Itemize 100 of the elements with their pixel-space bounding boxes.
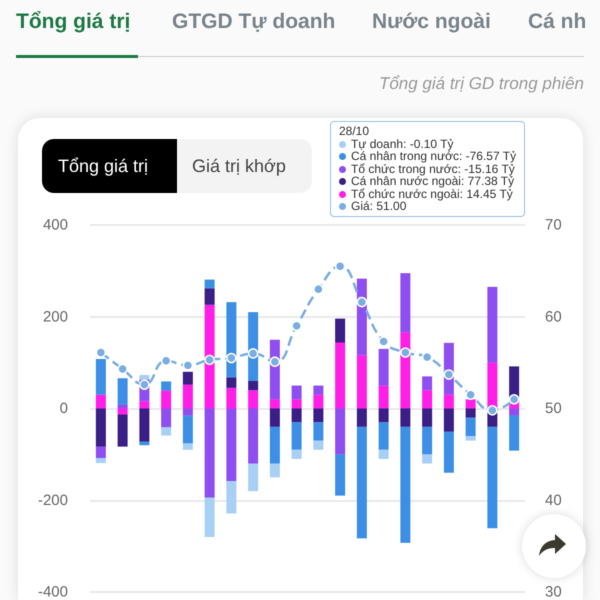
bar [356,355,367,408]
bar [139,401,150,408]
bar [444,431,454,473]
point [160,356,172,366]
y-tick-label: 0 [60,400,68,417]
bar [313,394,324,408]
bar [182,384,193,408]
bar [378,422,389,450]
bar [378,386,389,408]
bar [226,480,236,514]
point [182,360,194,371]
bar [292,399,302,408]
bar [139,408,150,442]
bar [400,426,410,543]
bar [96,408,106,447]
bar [378,408,389,422]
bar [182,372,193,385]
bar [509,415,520,451]
bar [487,362,498,408]
bar [466,436,476,441]
bar [378,450,389,459]
text: Tổ chức nước ngoài: 14.45 Tỷ [350,186,513,200]
bar [139,375,150,380]
text: Cá nhân nước ngoài: 77.38 Tỷ [350,174,514,188]
bar [118,378,128,404]
bar [335,454,346,496]
bar [487,286,498,363]
point [334,261,346,272]
y2-tick-label: 40 [545,492,562,509]
bar [204,408,215,498]
y2-tick-label: 30 [545,584,562,600]
bar [422,390,432,408]
bar [182,408,193,416]
point [248,348,258,359]
bar [335,342,346,408]
text: Tổng giá trị [16,10,130,34]
bar [204,498,215,537]
text: Tổ chức trong nước: -15.16 Tỷ [350,162,515,176]
bar [96,394,106,408]
point [139,379,150,390]
text: Tổng giá trị [58,156,148,177]
bar [335,408,346,454]
bar [161,408,172,428]
bar [292,386,302,400]
y2-tick-label: 70 [545,216,562,234]
point [270,356,280,367]
text: Giá trị khớp [192,156,286,177]
bar [378,348,389,386]
point [356,296,368,308]
bar [270,408,280,427]
bar [96,446,106,458]
bar [292,450,302,459]
y-tick-label: 400 [42,216,68,234]
point [226,352,237,364]
text: 28/10 [339,124,370,138]
text: Giá: 51.00 [350,199,408,213]
bar [248,408,258,464]
text: Cá nh [528,10,586,34]
bar [161,427,172,436]
text: Nước ngoài [372,10,491,34]
bar [270,399,280,408]
bar [118,404,128,408]
bar [466,418,476,436]
text: Tự doanh: -0.10 Tỷ [350,136,455,150]
bar [270,464,280,478]
bar [356,408,367,427]
bar [422,376,432,390]
bar [248,390,258,408]
bar [466,408,476,418]
bar [422,408,432,427]
bar [226,377,236,388]
point [96,347,106,358]
bar [444,408,454,432]
point [313,284,324,294]
point [400,347,411,358]
bar [139,442,150,446]
y2-tick-label: 60 [545,308,562,326]
bar [161,390,172,408]
bar [400,408,410,427]
point [291,320,302,332]
bar [466,399,476,408]
bar [487,426,498,528]
bar [313,408,324,422]
bar [422,426,432,454]
bar [226,388,236,408]
bar [444,394,454,408]
point [117,364,128,374]
y2-tick-label: 50 [545,400,562,417]
point [465,389,476,400]
bar [313,440,324,450]
bar [422,454,432,464]
bar [270,426,280,464]
bar [182,443,193,450]
bar [400,273,410,332]
bar [335,318,346,342]
point [487,405,498,416]
bar [204,280,215,288]
bar [292,422,302,450]
bar [292,408,302,422]
bar [182,416,193,444]
